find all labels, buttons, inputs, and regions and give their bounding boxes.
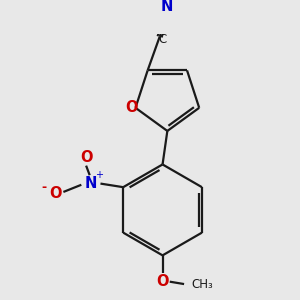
Text: O: O: [156, 274, 169, 289]
Text: N: N: [85, 176, 97, 191]
Text: CH₃: CH₃: [191, 278, 213, 291]
Text: +: +: [95, 170, 103, 180]
Text: -: -: [42, 181, 47, 194]
Text: C: C: [158, 33, 166, 46]
Text: O: O: [125, 100, 138, 115]
Text: O: O: [80, 150, 92, 165]
Text: N: N: [160, 0, 173, 14]
Text: O: O: [49, 186, 61, 201]
